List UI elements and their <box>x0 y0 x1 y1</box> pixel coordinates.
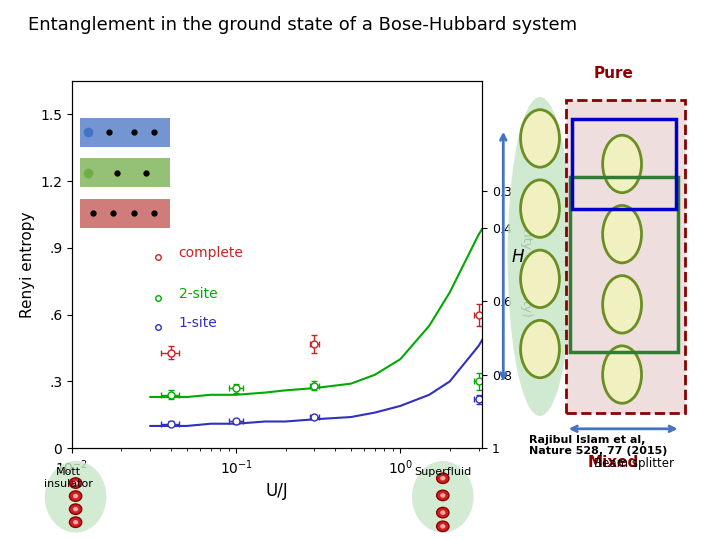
FancyBboxPatch shape <box>80 158 171 187</box>
Text: 2-site: 2-site <box>179 287 217 301</box>
Bar <box>570 177 678 352</box>
Text: Mott
insulator: Mott insulator <box>44 467 93 489</box>
Text: Beam splitter: Beam splitter <box>594 457 674 470</box>
Circle shape <box>73 481 78 485</box>
Ellipse shape <box>45 461 107 532</box>
Circle shape <box>521 180 559 238</box>
Circle shape <box>603 135 642 193</box>
Circle shape <box>603 205 642 263</box>
Circle shape <box>440 476 446 481</box>
Circle shape <box>73 507 78 511</box>
Text: 1-site: 1-site <box>179 316 217 330</box>
Y-axis label: Renyi entropy: Renyi entropy <box>19 211 35 318</box>
Text: Rajibul Islam et al,
Nature 528, 77 (2015): Rajibul Islam et al, Nature 528, 77 (201… <box>529 435 667 456</box>
Circle shape <box>436 473 449 483</box>
Circle shape <box>436 490 449 501</box>
Circle shape <box>436 508 449 518</box>
Text: complete: complete <box>179 246 243 260</box>
X-axis label: U/J: U/J <box>266 482 289 500</box>
Bar <box>572 119 676 208</box>
Ellipse shape <box>412 461 474 532</box>
Y-axis label: Purity = ⟨ Parity⟩: Purity = ⟨ Parity⟩ <box>520 213 533 316</box>
Circle shape <box>69 504 82 515</box>
Circle shape <box>603 275 642 333</box>
Circle shape <box>69 478 82 488</box>
Circle shape <box>436 521 449 531</box>
Circle shape <box>440 524 446 529</box>
Circle shape <box>69 517 82 528</box>
Circle shape <box>521 320 559 378</box>
Text: Mixed: Mixed <box>588 455 639 470</box>
FancyBboxPatch shape <box>80 199 171 228</box>
Text: H: H <box>512 247 524 266</box>
Circle shape <box>69 491 82 501</box>
Circle shape <box>603 346 642 403</box>
Circle shape <box>73 520 78 524</box>
FancyBboxPatch shape <box>80 118 171 147</box>
Circle shape <box>440 493 446 498</box>
Bar <box>566 100 685 413</box>
Circle shape <box>73 494 78 498</box>
Ellipse shape <box>508 97 572 416</box>
Circle shape <box>521 110 559 167</box>
Circle shape <box>440 510 446 515</box>
Text: Entanglement in the ground state of a Bose-Hubbard system: Entanglement in the ground state of a Bo… <box>28 16 577 34</box>
Circle shape <box>521 250 559 308</box>
Text: Superfluid: Superfluid <box>414 467 472 477</box>
Text: Pure: Pure <box>594 66 634 81</box>
